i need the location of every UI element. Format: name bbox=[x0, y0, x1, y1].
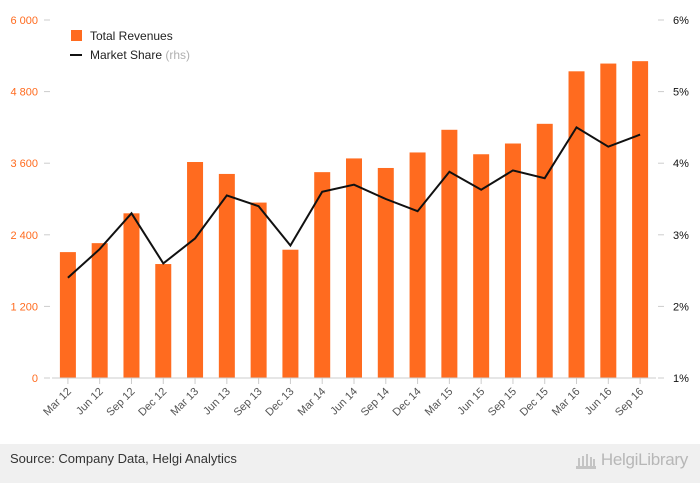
x-axis-tick-label: Jun 14 bbox=[328, 386, 360, 418]
x-axis-tick-label: Dec 12 bbox=[136, 386, 169, 419]
legend-label-total-revenues: Total Revenues bbox=[90, 29, 173, 43]
legend-series-name: Market Share bbox=[90, 48, 165, 62]
source-note: Source: Company Data, Helgi Analytics bbox=[10, 451, 237, 466]
left-axis-tick-label: 1 200 bbox=[10, 301, 38, 313]
revenue-bar bbox=[441, 129, 458, 378]
right-axis-tick-label: 5% bbox=[673, 87, 689, 99]
revenue-bar bbox=[346, 158, 362, 378]
left-axis-tick-label: 2 400 bbox=[10, 230, 38, 242]
x-axis-tick-label: Sep 13 bbox=[232, 386, 265, 419]
x-axis-tick-label: Sep 12 bbox=[104, 386, 137, 419]
revenue-market-share-chart: 0 1 200 2 400 3 600 4 800 6 000 1% 2% 3% 4% 5% 6% Ma… bbox=[10, 15, 689, 419]
revenue-bar bbox=[123, 213, 140, 378]
revenue-bar bbox=[314, 172, 331, 378]
right-axis-tick-label: 1% bbox=[673, 373, 689, 385]
revenue-bar bbox=[250, 202, 267, 378]
revenue-bar bbox=[155, 264, 172, 378]
x-axis-tick-label: Mar 16 bbox=[550, 386, 583, 419]
x-axis-tick-label: Dec 13 bbox=[263, 386, 296, 419]
revenue-bar bbox=[91, 243, 108, 378]
market-share-line bbox=[67, 126, 641, 279]
legend-label-market-share: Market Share (rhs) bbox=[90, 48, 190, 62]
x-axis-tick-label: Sep 16 bbox=[613, 386, 646, 419]
right-axis-tick-label: 2% bbox=[673, 301, 689, 313]
x-axis-tick-label: Mar 13 bbox=[168, 386, 201, 419]
x-axis-tick-label: Jun 15 bbox=[455, 386, 487, 418]
x-axis-tick-label: Jun 16 bbox=[583, 386, 615, 418]
revenue-bar bbox=[377, 167, 394, 378]
x-axis-tick-label: Mar 14 bbox=[296, 386, 329, 419]
library-building-icon bbox=[575, 454, 596, 469]
legend-rhs-note: (rhs) bbox=[165, 48, 190, 62]
revenue-bar bbox=[409, 152, 426, 378]
right-axis-tick-label: 6% bbox=[673, 15, 689, 27]
revenue-bar bbox=[282, 249, 299, 378]
x-axis-tick-label: Jun 13 bbox=[201, 386, 233, 418]
left-axis-tick-label: 3 600 bbox=[10, 158, 38, 170]
revenue-bar bbox=[600, 63, 617, 378]
revenue-bar bbox=[218, 173, 235, 378]
x-axis-tick-label: Dec 14 bbox=[391, 386, 424, 419]
revenue-bar bbox=[187, 162, 204, 378]
legend-bar-swatch bbox=[71, 30, 82, 41]
left-axis-tick-label: 6 000 bbox=[10, 15, 38, 27]
x-axis-tick-label: Mar 15 bbox=[423, 386, 456, 419]
right-axis-tick-label: 3% bbox=[673, 230, 689, 242]
revenue-bar bbox=[568, 71, 585, 379]
x-axis-tick-label: Dec 15 bbox=[518, 386, 551, 419]
x-axis-tick-label: Sep 14 bbox=[359, 386, 392, 419]
right-axis-tick-label: 4% bbox=[673, 158, 689, 170]
left-axis-tick-label: 0 bbox=[32, 373, 38, 385]
left-axis-tick-label: 4 800 bbox=[10, 87, 38, 99]
helgi-library-logo: HelgiLibrary bbox=[575, 449, 688, 471]
revenue-bar bbox=[536, 123, 553, 378]
x-axis-tick-label: Mar 12 bbox=[41, 386, 74, 419]
x-axis-tick-label: Jun 12 bbox=[74, 386, 106, 418]
logo-text: HelgiLibrary bbox=[600, 450, 688, 469]
revenue-bar bbox=[59, 252, 76, 378]
revenue-bar bbox=[473, 154, 490, 378]
revenue-bar bbox=[504, 143, 521, 378]
revenue-bar bbox=[632, 61, 649, 379]
x-axis-tick-label: Sep 15 bbox=[486, 386, 519, 419]
